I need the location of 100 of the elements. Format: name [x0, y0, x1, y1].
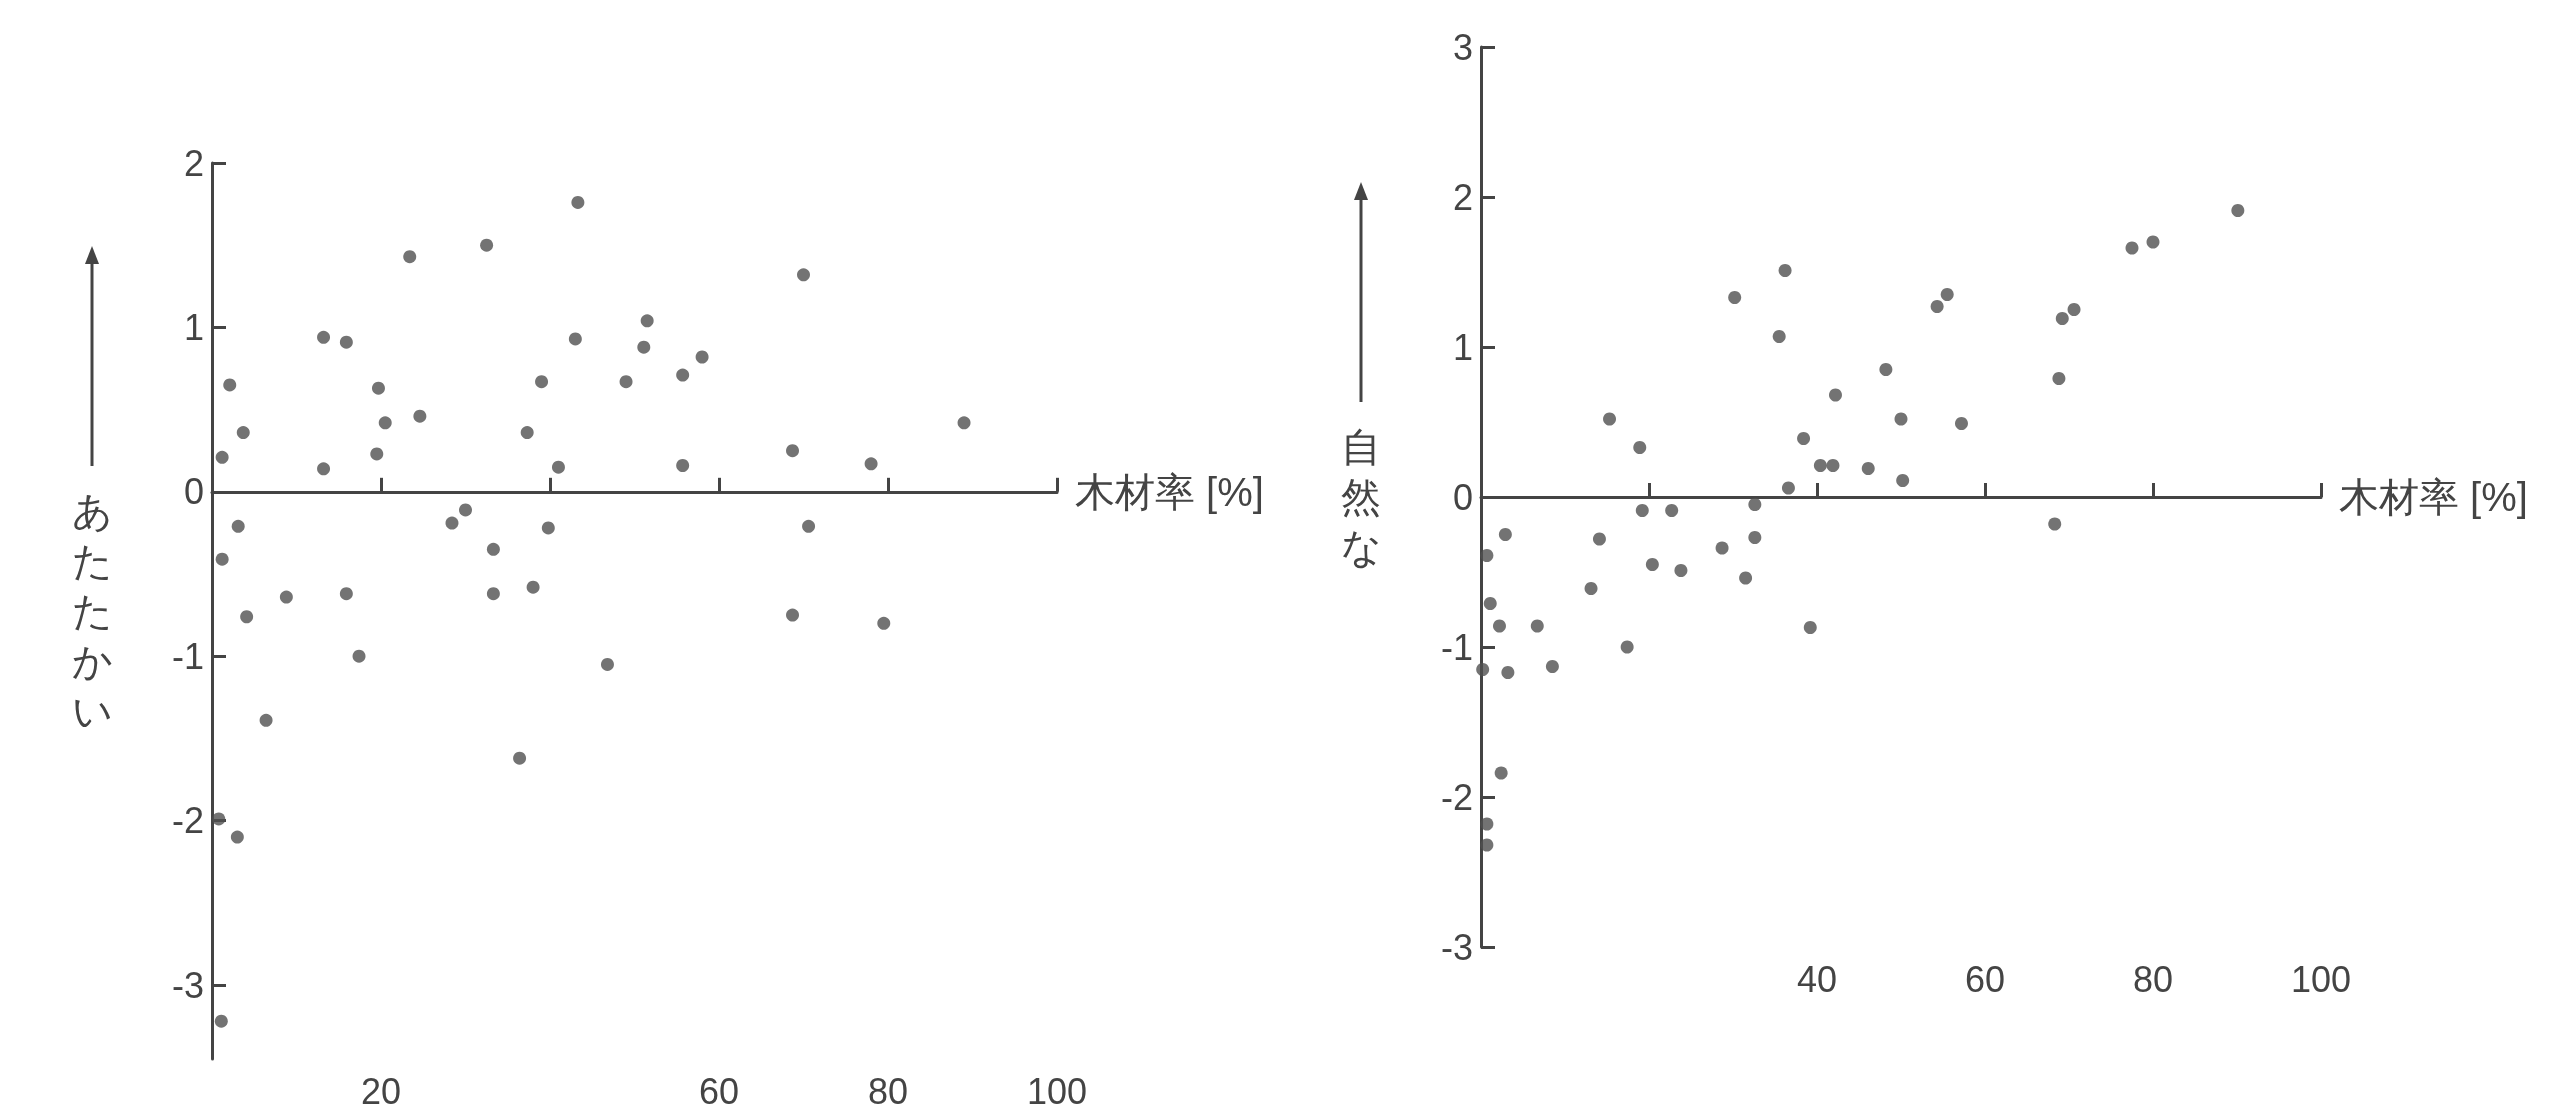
x-axis-title: 木材率 [%]: [2339, 475, 2528, 519]
point: [1498, 528, 1512, 541]
point: [1492, 619, 1506, 633]
point: [2125, 241, 2139, 255]
point: [802, 519, 816, 533]
point: [640, 314, 654, 328]
x-tick-label: 80: [867, 1070, 909, 1112]
point: [676, 459, 690, 472]
point: [231, 519, 245, 533]
y-tick-label: -3: [171, 964, 204, 1006]
y-tick-label: -2: [1440, 776, 1473, 818]
point: [2231, 204, 2245, 217]
point: [568, 332, 582, 346]
point: [600, 657, 614, 671]
point: [339, 587, 353, 601]
point: [459, 503, 472, 517]
point: [1894, 412, 1908, 426]
point: [2055, 312, 2069, 325]
point: [1635, 504, 1649, 517]
point: [486, 542, 500, 556]
point: [1645, 558, 1659, 571]
point: [215, 552, 229, 566]
point: [637, 340, 651, 354]
point: [1476, 663, 1490, 676]
y-axis-title: あたたかい: [71, 489, 113, 733]
x-tick-label: 100: [2290, 958, 2352, 1000]
point: [571, 195, 585, 209]
point: [535, 375, 549, 389]
point: [551, 460, 565, 474]
point: [1954, 417, 1968, 430]
point: [1828, 388, 1842, 402]
y-tick-label: -2: [171, 800, 204, 842]
point: [695, 350, 709, 364]
point: [1748, 498, 1762, 511]
point: [513, 751, 527, 765]
point: [230, 830, 244, 844]
point: [1620, 640, 1634, 654]
point: [526, 580, 540, 594]
point: [1748, 531, 1762, 544]
point: [1940, 288, 1954, 301]
point: [413, 409, 427, 423]
point: [786, 608, 800, 622]
point: [371, 381, 385, 395]
point: [339, 335, 353, 349]
point: [214, 1014, 228, 1028]
point: [240, 610, 254, 624]
y-tick-label: 0: [1452, 476, 1473, 518]
point: [215, 450, 229, 464]
y-tick-label: 1: [1452, 326, 1473, 368]
point: [1879, 363, 1893, 376]
x-tick-label: 100: [1026, 1070, 1088, 1112]
point: [1728, 291, 1742, 304]
y-tick-label: 2: [183, 142, 204, 184]
point: [1715, 541, 1729, 555]
y-tick-label: 1: [183, 306, 204, 348]
point: [1803, 621, 1817, 634]
y-tick-label: -3: [1440, 926, 1473, 968]
point: [797, 268, 810, 282]
point: [2146, 235, 2160, 249]
point: [480, 238, 494, 252]
point: [1584, 582, 1598, 595]
point: [1530, 619, 1544, 633]
y-tick-label: 2: [1452, 176, 1473, 218]
point: [223, 378, 237, 392]
point: [1494, 766, 1508, 780]
x-tick-label: 20: [360, 1070, 402, 1112]
point: [1480, 838, 1494, 852]
point: [541, 521, 555, 535]
point: [259, 713, 273, 727]
point: [864, 457, 878, 471]
point: [1826, 459, 1840, 472]
y-tick-label: -1: [1440, 626, 1473, 668]
y-tick-label: 0: [183, 471, 204, 513]
point: [2052, 372, 2066, 385]
point: [1501, 666, 1515, 679]
point: [378, 416, 392, 430]
point: [957, 416, 971, 430]
point: [317, 330, 331, 344]
point: [786, 444, 800, 458]
point: [1483, 597, 1497, 610]
point: [317, 462, 331, 476]
point: [1813, 459, 1827, 472]
x-tick-label: 60: [1964, 958, 2006, 1000]
point: [1797, 432, 1811, 445]
point: [212, 812, 226, 826]
point: [1545, 660, 1559, 673]
point: [1896, 474, 1910, 487]
point: [1665, 504, 1679, 517]
y-tick-label: 3: [1452, 26, 1473, 68]
point: [1739, 571, 1753, 585]
point: [1480, 549, 1494, 562]
x-tick-label: 40: [1796, 958, 1838, 1000]
point: [236, 426, 250, 440]
point: [1592, 532, 1606, 546]
point: [2067, 303, 2081, 316]
point: [2048, 517, 2062, 531]
y-tick-label: -1: [171, 635, 204, 677]
point: [1480, 817, 1494, 831]
x-axis-title: 木材率 [%]: [1075, 469, 1264, 514]
point: [619, 375, 633, 389]
